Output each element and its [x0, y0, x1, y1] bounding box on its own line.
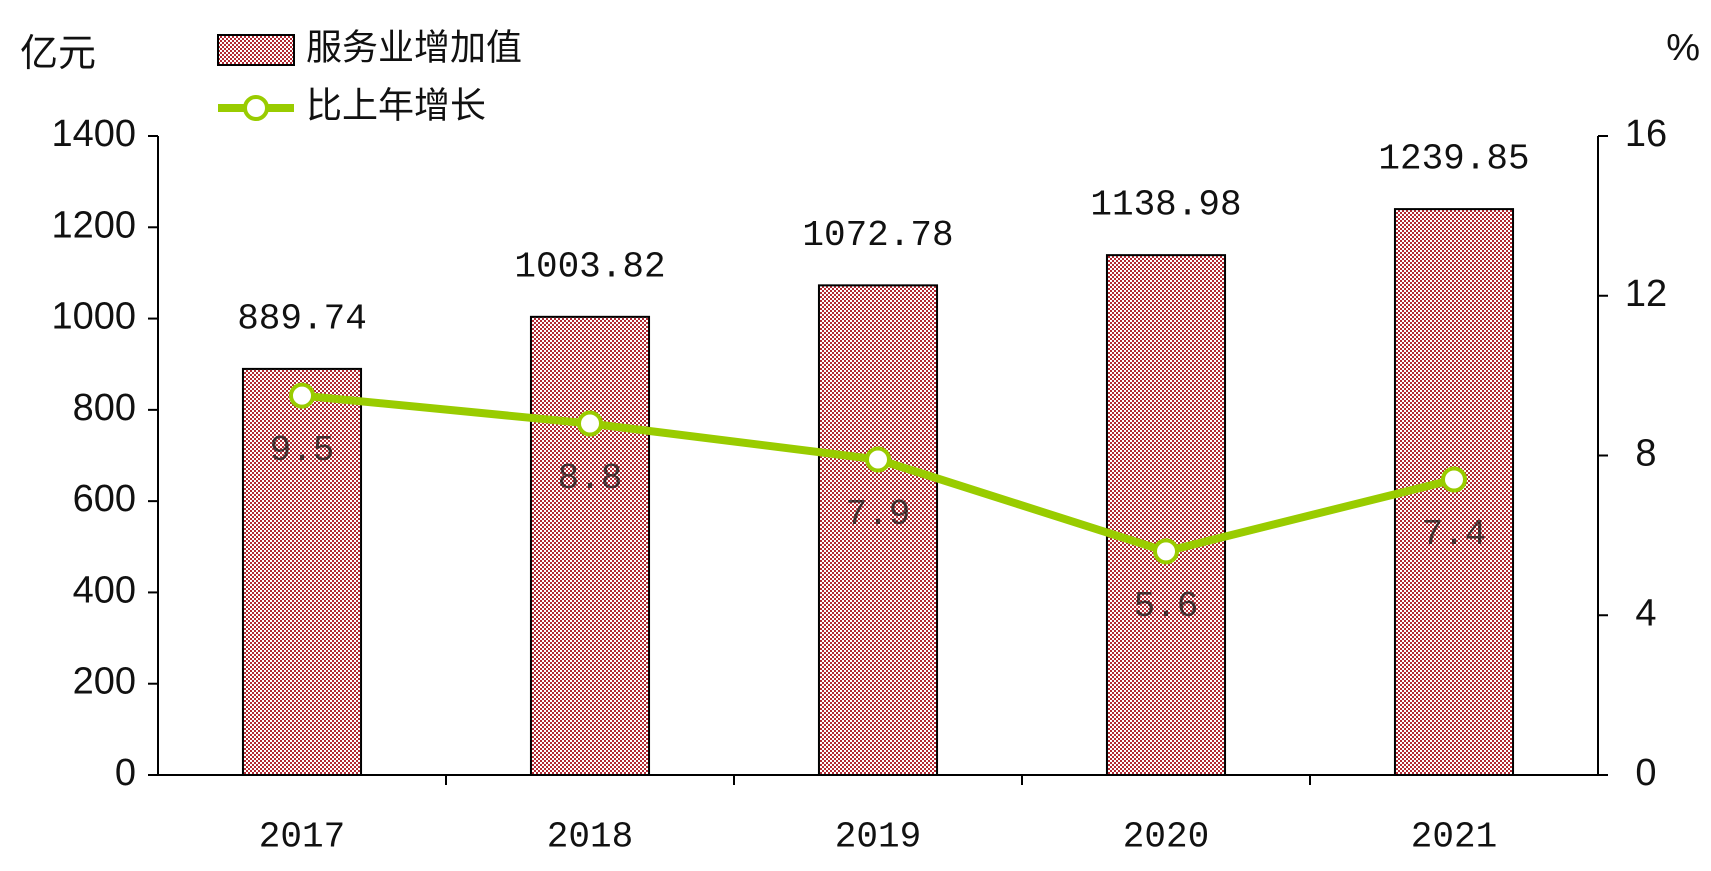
x-tick-label: 2021 — [1411, 817, 1497, 858]
y-tick-label: 800 — [73, 387, 136, 429]
y-tick-label: 1400 — [51, 113, 136, 155]
y2-axis-label: % — [1666, 27, 1700, 69]
y2-tick-label: 16 — [1625, 113, 1667, 155]
y2-tick-label: 8 — [1635, 433, 1656, 475]
legend-label: 服务业增加值 — [306, 27, 522, 68]
x-tick-label: 2018 — [547, 817, 633, 858]
x-tick-label: 2017 — [259, 817, 345, 858]
y-axis-label: 亿元 — [20, 33, 96, 75]
y-tick-label: 1200 — [51, 204, 136, 246]
bar — [817, 284, 939, 776]
bar — [529, 315, 651, 776]
line-value-label: 5.6 — [1134, 586, 1199, 627]
line-marker — [865, 446, 891, 473]
bar-value-label: 889.74 — [237, 298, 367, 339]
bar-value-label: 1003.82 — [514, 246, 665, 287]
bar — [1105, 254, 1227, 777]
bar-value-label: 1138.98 — [1090, 185, 1241, 226]
y-tick-label: 400 — [73, 569, 136, 611]
line-marker — [1153, 538, 1179, 565]
y2-tick-label: 12 — [1625, 273, 1667, 315]
y-tick-label: 0 — [115, 752, 136, 794]
legend-marker — [243, 95, 269, 121]
line-value-label: 8.8 — [558, 458, 623, 499]
legend-swatch — [217, 34, 295, 66]
line-marker — [577, 410, 603, 437]
x-tick-label: 2019 — [835, 817, 921, 858]
legend-label: 比上年增长 — [306, 85, 486, 126]
y2-tick-label: 0 — [1635, 752, 1656, 794]
line-value-label: 7.4 — [1422, 514, 1487, 555]
x-tick-label: 2020 — [1123, 817, 1209, 858]
y-tick-label: 1000 — [51, 296, 136, 338]
bar-value-label: 1239.85 — [1378, 139, 1529, 180]
line-value-label: 7.9 — [846, 494, 911, 535]
bar — [241, 367, 363, 776]
y2-tick-label: 4 — [1635, 592, 1656, 634]
y-tick-label: 600 — [73, 478, 136, 520]
y-tick-label: 200 — [73, 661, 136, 703]
bar-value-label: 1072.78 — [802, 215, 953, 256]
line-marker — [1441, 466, 1467, 493]
line-marker — [289, 382, 315, 409]
line-value-label: 9.5 — [270, 430, 335, 471]
